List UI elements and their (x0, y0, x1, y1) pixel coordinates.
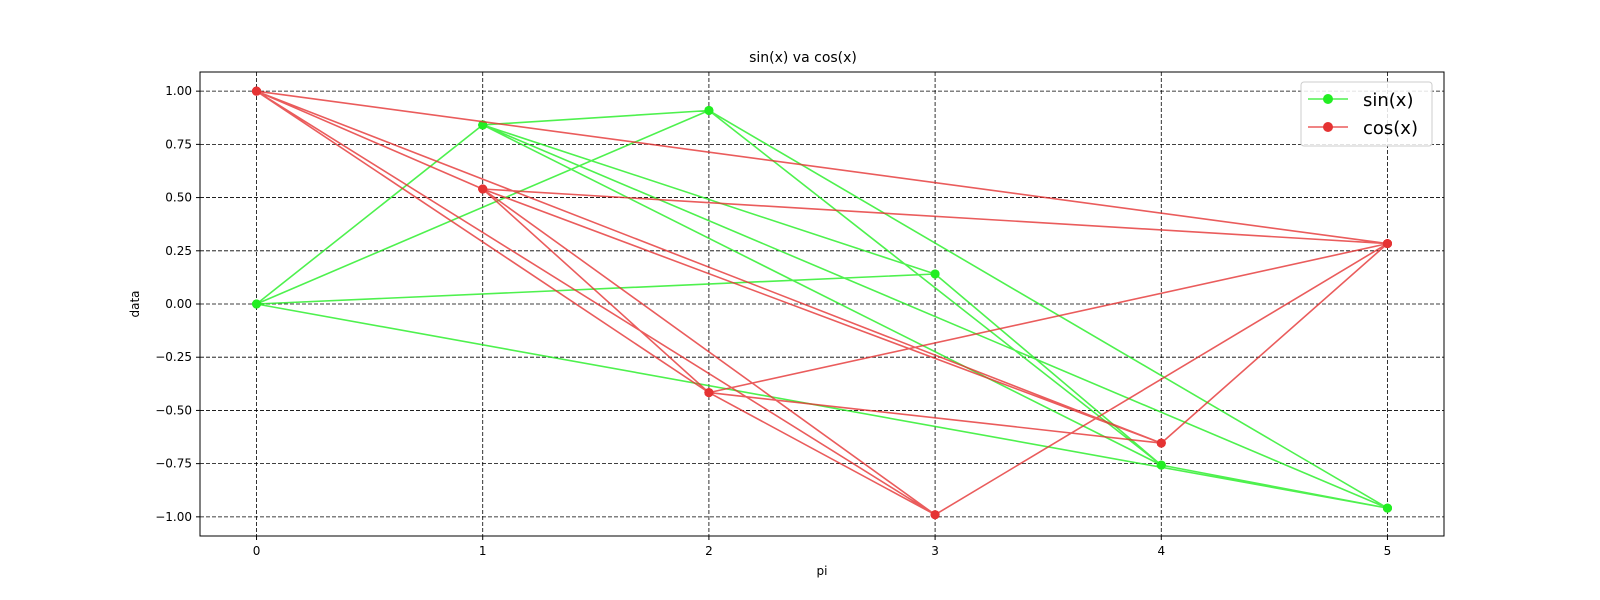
x-tick-label: 1 (479, 544, 487, 558)
legend-box (1300, 81, 1433, 147)
series-1 (252, 86, 1392, 520)
y-tick-label: −0.25 (155, 350, 192, 364)
y-tick-label: 0.00 (165, 297, 192, 311)
series-line (255, 90, 1389, 516)
y-tick-label: 0.75 (165, 137, 192, 151)
data-point (1382, 239, 1392, 249)
legend-sin-label: sin(x) (1363, 90, 1413, 111)
x-tick-label: 5 (1384, 544, 1392, 558)
y-tick-label: 1.00 (165, 84, 192, 98)
data-point (704, 388, 714, 398)
data-point (1382, 503, 1392, 513)
x-tick-label: 0 (253, 544, 261, 558)
legend-cos-label: cos(x) (1363, 118, 1418, 139)
ticks: 0 1 2 3 4 5 1.00 0.75 0.50 0.25 0.00 −0.25 −0.50 −0.7… (155, 84, 1391, 558)
data-point (252, 86, 262, 96)
data-point (252, 299, 262, 309)
legend: sin(x) cos(x) (1300, 81, 1433, 147)
y-tick-label: −0.50 (155, 403, 192, 417)
y-tick-label: 0.50 (165, 191, 192, 205)
y-tick-label: 0.25 (165, 244, 192, 258)
y-axis-label: data (128, 290, 142, 317)
legend-cos-marker (1323, 122, 1333, 132)
x-tick-label: 2 (705, 544, 713, 558)
chart-title: sin(x) va cos(x) (749, 50, 857, 66)
data-point (478, 184, 488, 194)
data-point (930, 510, 940, 520)
x-tick-label: 3 (931, 544, 939, 558)
data-point (704, 105, 714, 115)
series-layer (252, 86, 1392, 520)
y-tick-label: −0.75 (155, 457, 192, 471)
legend-sin-marker (1323, 94, 1333, 104)
data-point (1156, 438, 1166, 448)
grid (200, 72, 1444, 536)
series-line (255, 109, 1389, 509)
y-tick-label: −1.00 (155, 510, 192, 524)
data-point (930, 269, 940, 279)
data-point (1156, 460, 1166, 470)
x-axis-label: pi (817, 564, 828, 578)
series-0 (252, 105, 1392, 513)
x-tick-label: 4 (1157, 544, 1165, 558)
